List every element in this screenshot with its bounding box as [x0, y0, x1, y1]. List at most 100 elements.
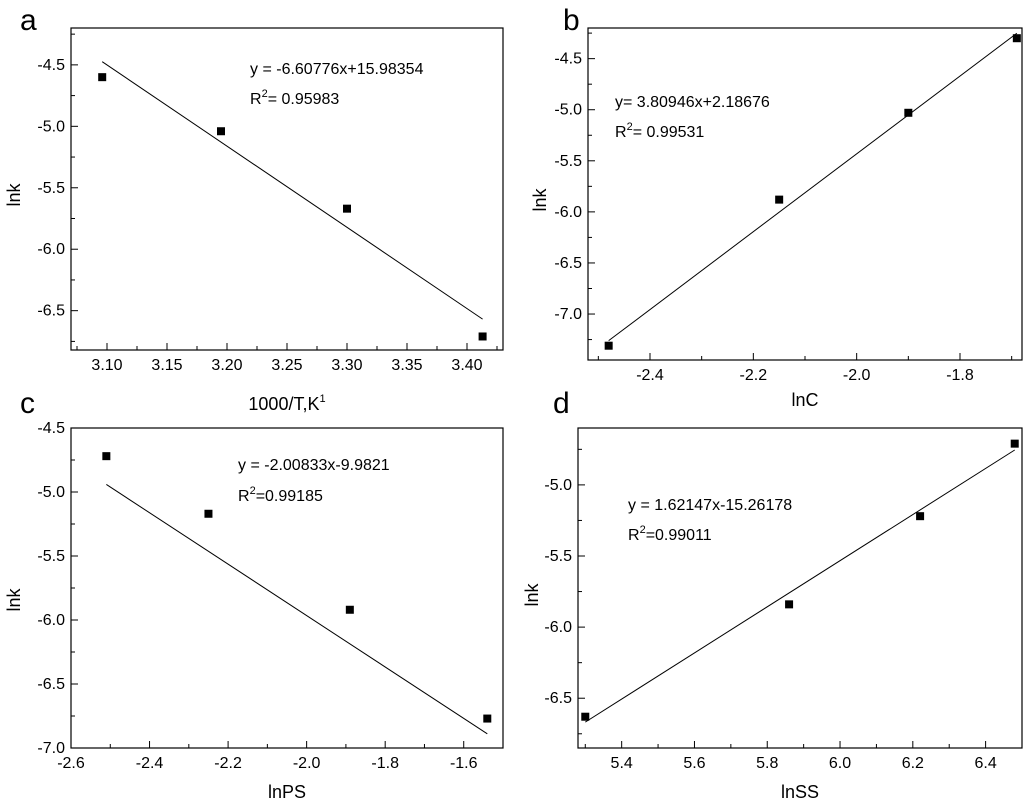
r-squared: R2=0.99011 — [628, 524, 712, 544]
fit-equation: y = 1.62147x-15.26178 — [628, 497, 792, 514]
panel-c: c -2.6 -2.4 -2.2 -2.0 -1.8 -1.6 -7.0 -6.5 -6.0 -5.… — [4, 387, 504, 800]
y-tick-label: -6.5 — [544, 690, 572, 707]
x-tick-label: -2.0 — [843, 367, 871, 384]
r-squared: R2=0.99185 — [238, 485, 323, 505]
x-tick-label: -2.0 — [293, 755, 321, 772]
r-squared-value: =0.99011 — [646, 527, 712, 544]
x-tick-label: 3.35 — [391, 357, 422, 374]
y-tick-label: -5.5 — [37, 180, 65, 197]
r-squared: R2= 0.99531 — [615, 121, 704, 141]
y-axis-label: lnk — [530, 187, 550, 211]
fit-line — [101, 61, 483, 320]
r-squared-exponent: 2 — [262, 88, 268, 100]
data-point — [343, 204, 351, 213]
panel-a: a 3.10 3.15 3.20 3.25 3.30 3.35 3.40 -6.5 -6.0 -5.… — [4, 4, 504, 414]
fit-line — [585, 449, 1015, 723]
x-tick-label: -2.2 — [740, 367, 768, 384]
y-tick-label: -5.5 — [37, 548, 65, 565]
r-squared-value: = 0.95983 — [268, 91, 340, 108]
panel-b: b -2.4 -2.2 -2.0 -1.8 -7.0 -6.5 -6.0 -5.5 -5.0 -4.… — [530, 4, 1023, 410]
x-axis-label: 1000/T,K1 — [248, 393, 325, 414]
data-point — [904, 108, 913, 117]
y-tick-label: -5.0 — [554, 102, 582, 119]
x-tick-label: 3.20 — [211, 357, 242, 374]
x-tick-label: 6.4 — [974, 755, 996, 772]
data-point — [102, 452, 111, 461]
x-axis-label-exponent: 1 — [319, 393, 325, 405]
y-tick-label: -4.5 — [37, 420, 65, 437]
y-tick-label: -4.5 — [554, 51, 582, 68]
y-tick-label: -5.5 — [544, 548, 572, 565]
y-tick-label: -6.5 — [37, 303, 65, 320]
x-tick-label: 3.15 — [151, 357, 182, 374]
data-point — [217, 127, 225, 136]
x-tick-label: 6.2 — [902, 755, 924, 772]
x-tick-label: 3.30 — [331, 357, 362, 374]
x-axis-label-text: 1000/T,K — [248, 394, 319, 414]
x-tick-label: -2.6 — [57, 755, 85, 772]
x-tick-label: 5.6 — [683, 755, 705, 772]
r-squared-exponent: 2 — [640, 524, 646, 536]
data-point — [775, 195, 784, 204]
y-tick-label: -5.0 — [37, 484, 65, 501]
x-axis-label-text: lnC — [791, 390, 818, 410]
x-tick-label: -1.8 — [946, 367, 974, 384]
x-tick-label: -2.2 — [214, 755, 242, 772]
r-squared-exponent: 2 — [627, 121, 633, 133]
data-point — [785, 600, 794, 609]
x-tick-label: -2.4 — [636, 367, 664, 384]
data-point — [916, 512, 925, 521]
y-axis-label: lnk — [4, 182, 24, 206]
y-tick-label: -5.5 — [554, 153, 582, 170]
x-axis-label-text: lnSS — [781, 782, 819, 800]
x-axis-label: lnC — [791, 390, 818, 410]
fit-line — [106, 484, 488, 735]
x-axis-label: lnSS — [781, 782, 819, 800]
r-squared-symbol: R — [628, 527, 640, 544]
plot-frame — [70, 427, 504, 749]
x-tick-label: 5.4 — [611, 755, 633, 772]
y-tick-label: -6.0 — [554, 204, 582, 221]
data-point — [1012, 34, 1021, 43]
data-point — [204, 509, 213, 518]
y-tick-label: -6.0 — [37, 241, 65, 258]
data-point — [345, 605, 354, 614]
r-squared-value: =0.99185 — [256, 488, 323, 505]
fit-line — [608, 32, 1018, 342]
y-tick-label: -6.5 — [554, 255, 582, 272]
fit-equation: y = -6.60776x+15.98354 — [250, 61, 424, 78]
data-point — [478, 332, 487, 341]
data-point — [483, 714, 492, 723]
data-point — [581, 712, 590, 721]
data-point — [1010, 439, 1019, 448]
plot-frame — [577, 427, 1023, 749]
y-tick-label: -6.0 — [37, 612, 65, 629]
x-tick-label: 3.10 — [91, 357, 122, 374]
r-squared-exponent: 2 — [250, 485, 256, 497]
x-tick-label: -2.4 — [136, 755, 164, 772]
data-point — [98, 73, 107, 82]
r-squared-symbol: R — [238, 488, 250, 505]
y-tick-label: -5.0 — [37, 118, 65, 135]
x-tick-label: 3.25 — [271, 357, 302, 374]
fit-equation: y = -2.00833x-9.9821 — [238, 457, 390, 474]
x-axis-label: lnPS — [268, 782, 306, 800]
r-squared-symbol: R — [250, 91, 262, 108]
x-tick-label: -1.8 — [371, 755, 399, 772]
x-axis-label-text: lnPS — [268, 782, 306, 800]
y-tick-label: -7.0 — [37, 740, 65, 757]
fit-equation: y= 3.80946x+2.18676 — [615, 94, 770, 111]
panel-letter: c — [20, 387, 35, 420]
panel-letter: d — [553, 387, 570, 420]
y-axis-label: lnk — [4, 587, 24, 611]
x-tick-label: 6.0 — [829, 755, 851, 772]
y-axis-label: lnk — [522, 582, 542, 606]
y-tick-label: -6.5 — [37, 676, 65, 693]
data-point — [604, 341, 613, 350]
r-squared-symbol: R — [615, 124, 627, 141]
x-tick-label: 3.40 — [451, 357, 482, 374]
panel-letter: b — [563, 4, 580, 37]
r-squared: R2= 0.95983 — [250, 88, 339, 108]
y-tick-label: -7.0 — [554, 306, 582, 323]
